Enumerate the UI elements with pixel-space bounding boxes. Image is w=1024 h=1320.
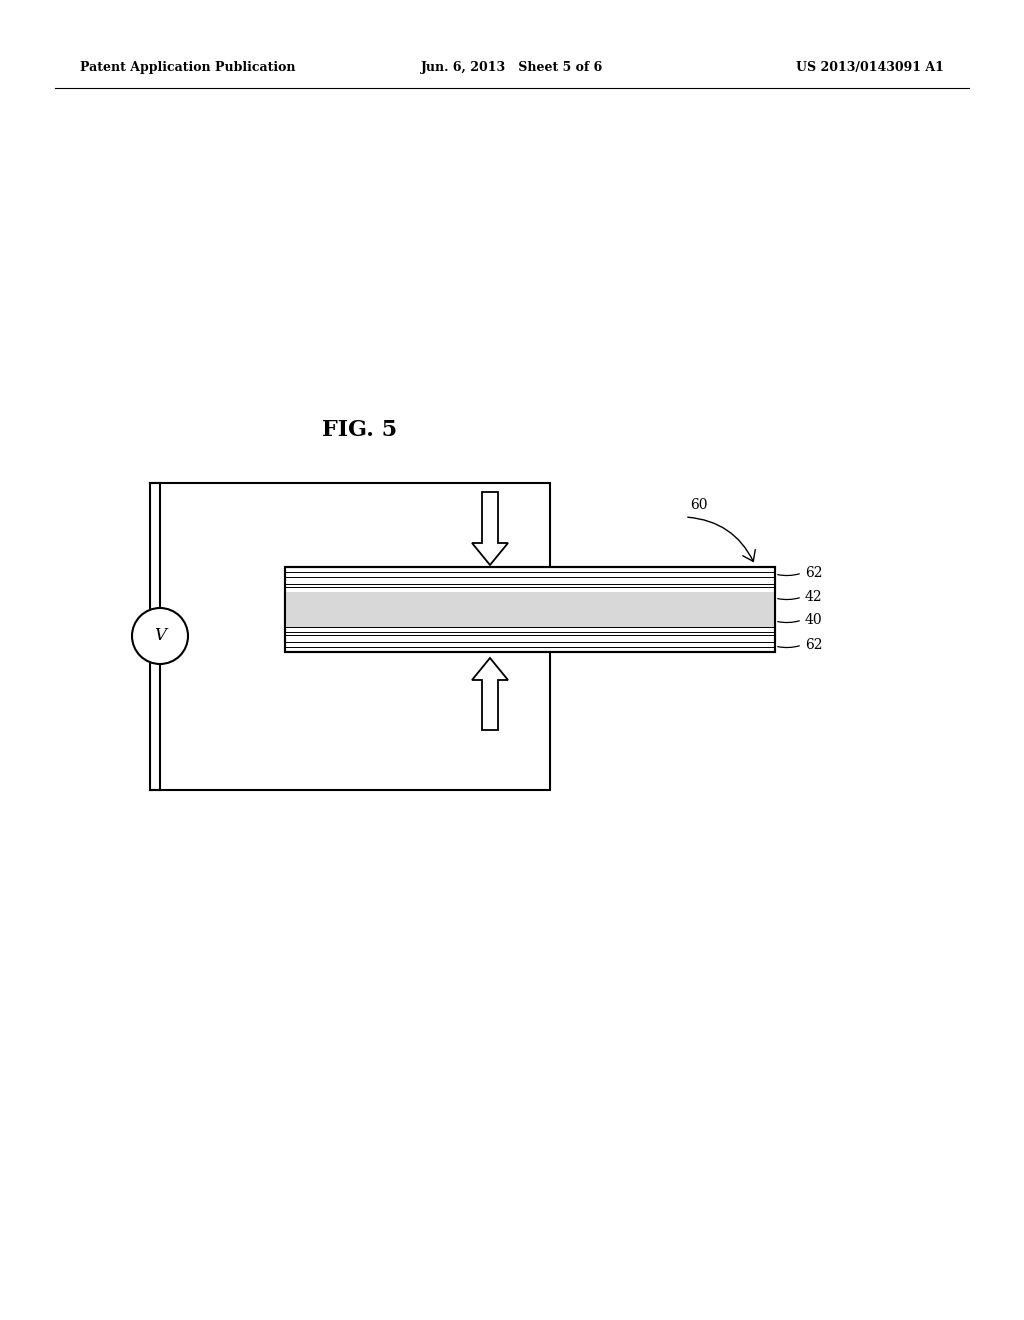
Text: US 2013/0143091 A1: US 2013/0143091 A1 (796, 62, 944, 74)
Text: 42: 42 (805, 590, 822, 605)
Text: V: V (154, 627, 166, 644)
Text: FIG. 5: FIG. 5 (323, 418, 397, 441)
Text: Jun. 6, 2013   Sheet 5 of 6: Jun. 6, 2013 Sheet 5 of 6 (421, 62, 603, 74)
Bar (285, 568, 775, 652)
Bar (285, 568, 775, 652)
Polygon shape (472, 492, 508, 565)
FancyArrowPatch shape (777, 645, 800, 648)
Polygon shape (472, 657, 508, 730)
Text: 62: 62 (805, 638, 822, 652)
FancyArrowPatch shape (777, 598, 800, 599)
Text: Patent Application Publication: Patent Application Publication (80, 62, 296, 74)
FancyArrowPatch shape (777, 574, 800, 576)
Circle shape (132, 609, 188, 664)
Bar (285, 591, 775, 627)
Text: 62: 62 (805, 566, 822, 579)
FancyArrowPatch shape (688, 517, 756, 561)
Text: 40: 40 (805, 612, 822, 627)
Bar (150, 483, 550, 789)
FancyArrowPatch shape (777, 620, 800, 623)
Text: 60: 60 (690, 498, 708, 512)
